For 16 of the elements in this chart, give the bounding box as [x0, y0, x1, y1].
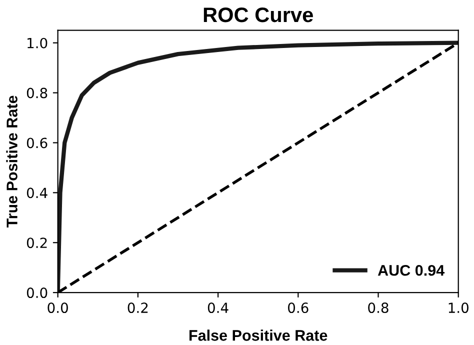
x-tick-label: 0.4 — [208, 302, 228, 314]
x-tick-label: 0.2 — [128, 302, 148, 314]
y-axis-title: True Positive Rate — [6, 96, 18, 228]
y-tick-label: 1.0 — [28, 38, 48, 48]
y-tick-label: 0.4 — [26, 188, 48, 198]
x-tick-label: 1.0 — [448, 302, 468, 314]
y-tick-label: 0.8 — [26, 88, 48, 98]
y-tick-label: 0.0 — [26, 288, 48, 298]
y-tick-label: 0.2 — [26, 238, 47, 248]
chart-title: ROC Curve — [204, 7, 313, 22]
x-axis-title: False Positive Rate — [189, 330, 328, 341]
x-tick-label: 0.8 — [368, 302, 388, 314]
x-tick-label: 0.0 — [48, 302, 68, 314]
y-tick-label: 0.6 — [26, 138, 48, 148]
legend-label: AUC 0.94 — [378, 264, 445, 276]
x-tick-label: 0.6 — [288, 302, 308, 314]
